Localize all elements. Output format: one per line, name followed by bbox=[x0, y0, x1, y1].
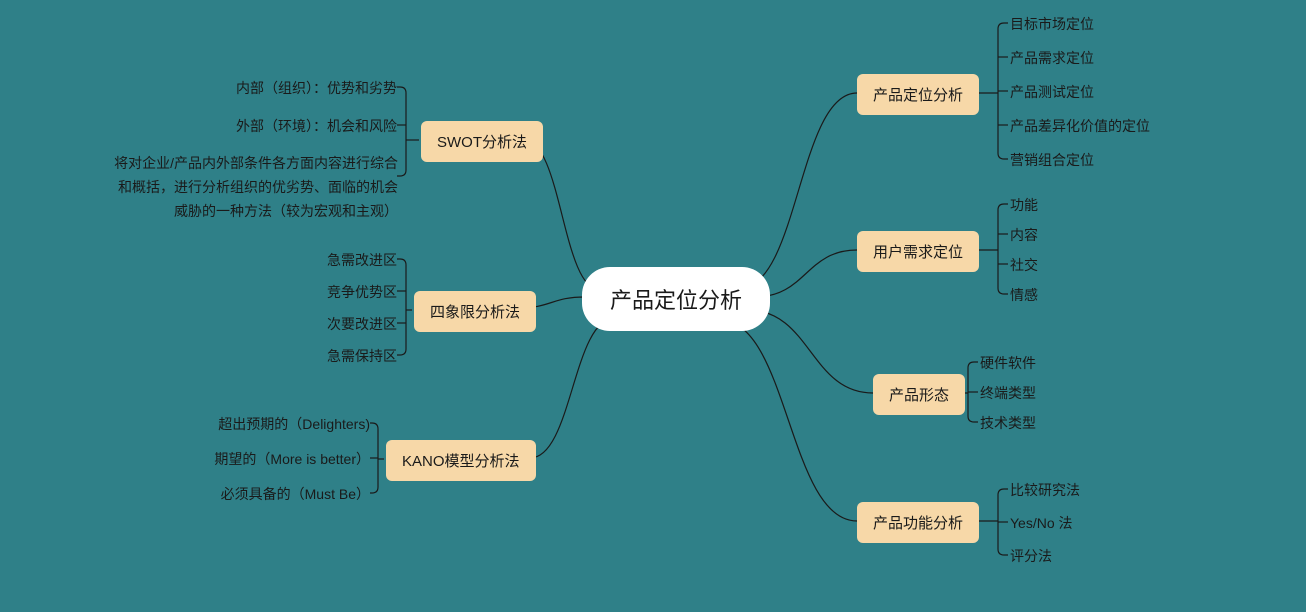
leaf-swot-3: 将对企业/产品内外部条件各方面内容进行综合和概括，进行分析组织的优劣势、面临的机… bbox=[108, 152, 398, 223]
leaf-func-2: Yes/No 法 bbox=[1010, 513, 1073, 534]
leaf-quad-2: 竞争优势区 bbox=[327, 282, 397, 303]
leaf-need-1: 功能 bbox=[1010, 195, 1038, 216]
leaf-need-4: 情感 bbox=[1010, 285, 1038, 306]
leaf-need-3: 社交 bbox=[1010, 255, 1038, 276]
leaf-kano-1: 超出预期的（Delighters) bbox=[218, 414, 370, 435]
leaf-pos-1: 目标市场定位 bbox=[1010, 14, 1094, 35]
leaf-func-3: 评分法 bbox=[1010, 546, 1052, 567]
leaf-kano-3: 必须具备的（Must Be） bbox=[221, 484, 370, 505]
leaf-pos-3: 产品测试定位 bbox=[1010, 82, 1094, 103]
branch-positioning: 产品定位分析 bbox=[857, 74, 979, 115]
leaf-quad-3: 次要改进区 bbox=[327, 314, 397, 335]
branch-kano: KANO模型分析法 bbox=[386, 440, 536, 481]
leaf-need-2: 内容 bbox=[1010, 225, 1038, 246]
leaf-kano-2: 期望的（More is better） bbox=[214, 449, 370, 470]
leaf-form-1: 硬件软件 bbox=[980, 353, 1036, 374]
branch-quadrant: 四象限分析法 bbox=[414, 291, 536, 332]
branch-form: 产品形态 bbox=[873, 374, 965, 415]
leaf-quad-4: 急需保持区 bbox=[327, 346, 397, 367]
leaf-pos-4: 产品差异化价值的定位 bbox=[1010, 116, 1150, 137]
leaf-form-2: 终端类型 bbox=[980, 383, 1036, 404]
branch-swot: SWOT分析法 bbox=[421, 121, 543, 162]
center-node: 产品定位分析 bbox=[582, 267, 770, 331]
branch-needs: 用户需求定位 bbox=[857, 231, 979, 272]
leaf-form-3: 技术类型 bbox=[980, 413, 1036, 434]
leaf-swot-2: 外部（环境）：机会和风险 bbox=[236, 116, 397, 137]
leaf-quad-1: 急需改进区 bbox=[327, 250, 397, 271]
leaf-swot-1: 内部（组织）：优势和劣势 bbox=[236, 78, 397, 99]
leaf-func-1: 比较研究法 bbox=[1010, 480, 1080, 501]
leaf-pos-2: 产品需求定位 bbox=[1010, 48, 1094, 69]
leaf-pos-5: 营销组合定位 bbox=[1010, 150, 1094, 171]
branch-function: 产品功能分析 bbox=[857, 502, 979, 543]
